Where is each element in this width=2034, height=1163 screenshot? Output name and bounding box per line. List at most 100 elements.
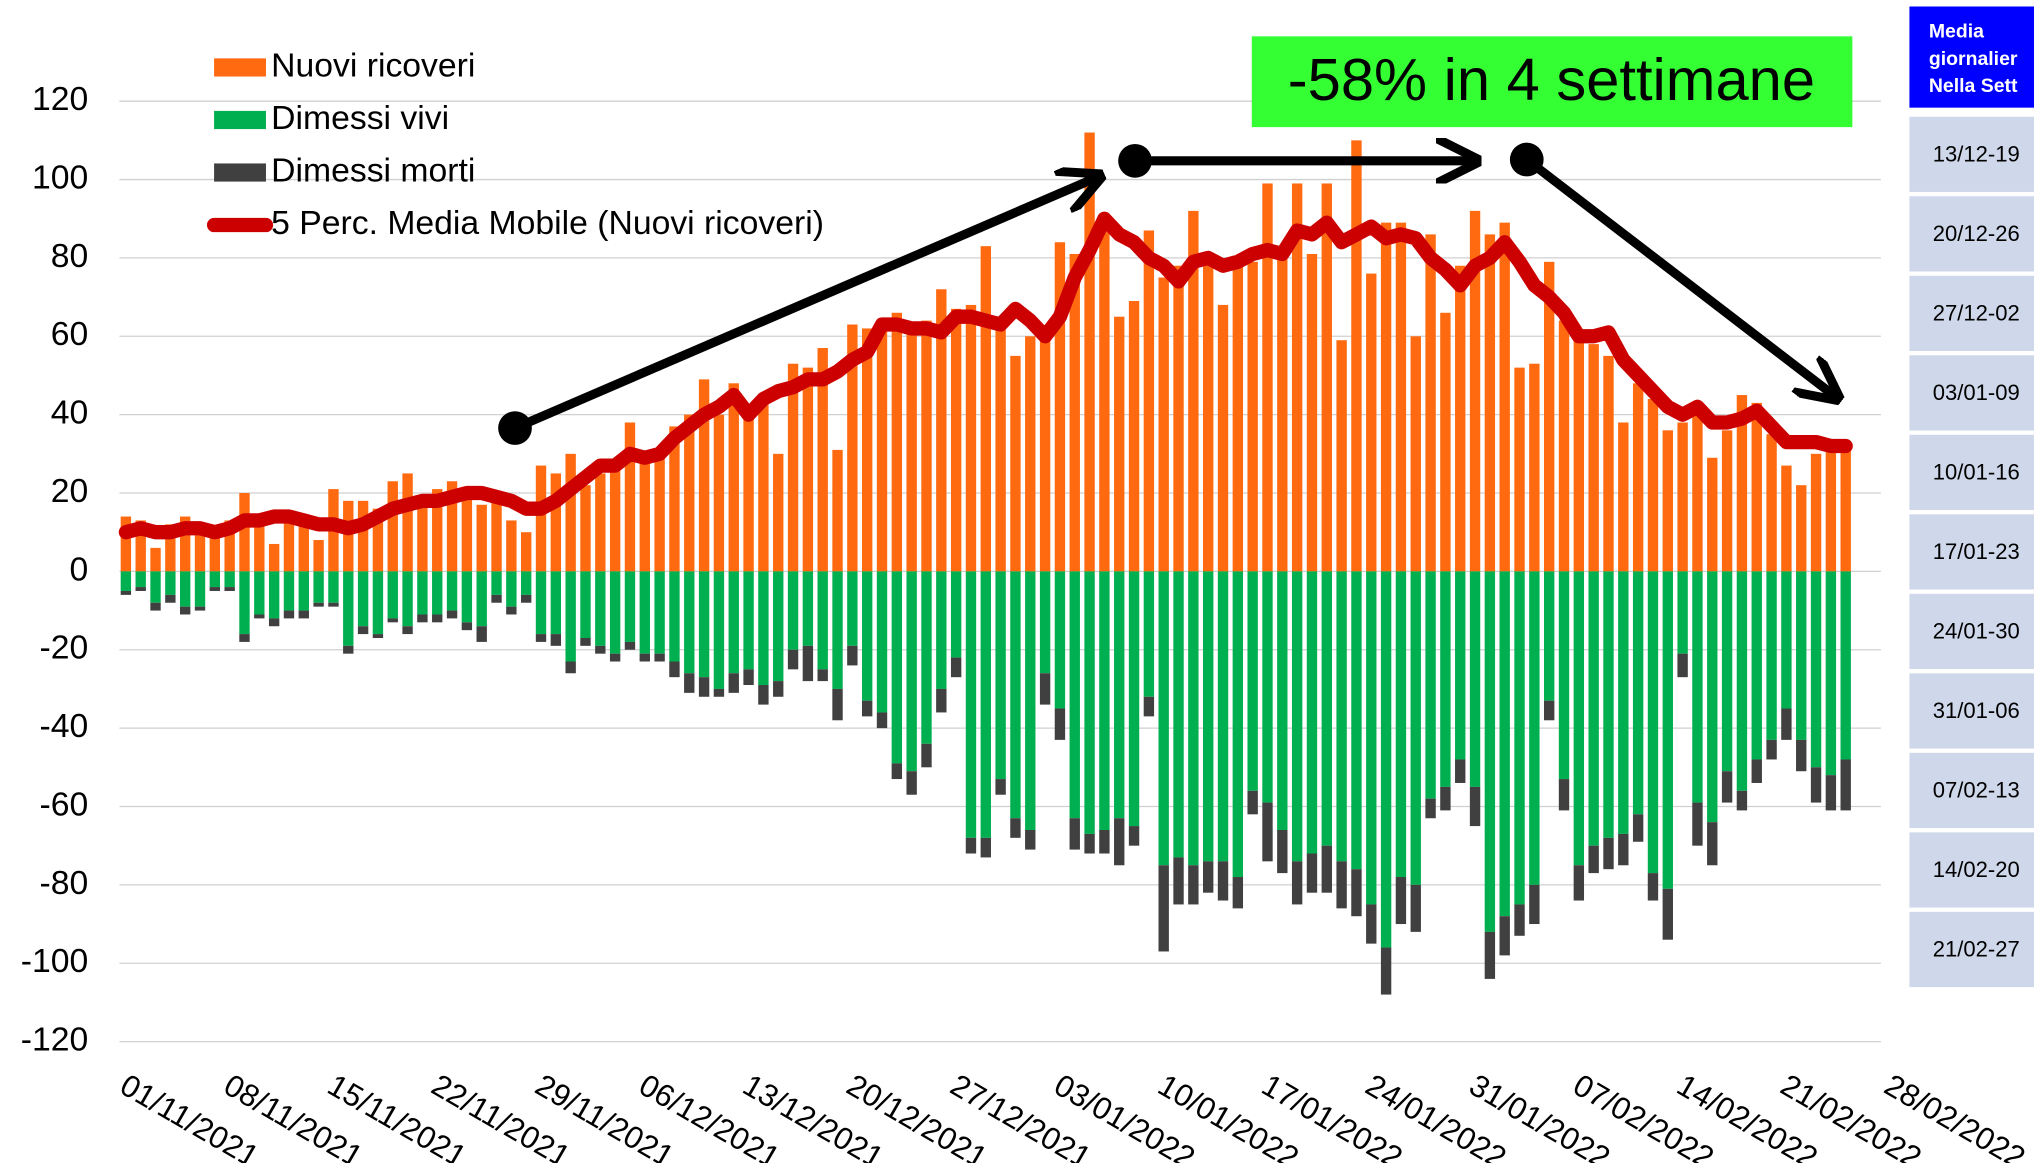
- y-tick-label: 20: [51, 472, 89, 510]
- bar: [787, 649, 799, 670]
- bar: [1766, 571, 1777, 740]
- bar: [535, 634, 547, 642]
- side-table: Media giornalier Nella Sett 13/12-19 20/12-2…: [1909, 6, 2034, 988]
- bar: [535, 465, 547, 572]
- bars: [120, 132, 1851, 995]
- bar: [135, 587, 146, 591]
- bar: [343, 500, 354, 572]
- bar: [1499, 222, 1510, 572]
- bar: [1766, 434, 1777, 572]
- bar: [624, 571, 636, 642]
- bar: [1025, 829, 1036, 850]
- bar: [268, 618, 280, 627]
- bar: [654, 571, 665, 654]
- bar: [1810, 453, 1822, 572]
- bar: [1455, 265, 1466, 572]
- y-tick-label: -20: [40, 629, 89, 667]
- bar: [1262, 183, 1273, 572]
- bar: [357, 571, 369, 627]
- bar: [936, 688, 947, 713]
- bar: [1721, 771, 1733, 803]
- bar: [1484, 234, 1496, 572]
- bar: [817, 669, 828, 682]
- bar: [491, 500, 502, 572]
- bar: [1395, 571, 1407, 878]
- bar: [580, 485, 591, 572]
- bar: [135, 520, 146, 572]
- bar: [1232, 877, 1244, 909]
- bar: [1321, 845, 1332, 893]
- bar: [595, 571, 606, 646]
- bar: [1084, 571, 1095, 834]
- bar: [343, 645, 354, 654]
- bar: [402, 473, 413, 572]
- bar: [1469, 786, 1481, 827]
- bar: [1825, 775, 1837, 811]
- bar: [1336, 571, 1347, 862]
- bar: [950, 308, 962, 572]
- bar: [861, 328, 873, 572]
- y-tick-label: -120: [21, 1020, 89, 1058]
- bar: [861, 571, 873, 701]
- bar: [1588, 344, 1599, 572]
- bar: [150, 571, 161, 603]
- bar: [580, 571, 591, 638]
- bar: [743, 406, 754, 572]
- bar: [1336, 861, 1347, 909]
- bar: [1306, 853, 1318, 893]
- bar: [876, 324, 888, 572]
- bar: [224, 587, 235, 591]
- bar: [1395, 877, 1407, 925]
- bar: [609, 461, 621, 572]
- bar: [1054, 242, 1066, 572]
- bar: [520, 532, 532, 572]
- bar: [165, 571, 176, 595]
- bar: [417, 500, 428, 572]
- bar: [1647, 571, 1659, 874]
- annotation-box: -58% in 4 settimane: [1251, 36, 1853, 128]
- bar: [343, 571, 354, 646]
- arrow: [1524, 155, 1834, 396]
- bar: [1766, 739, 1777, 760]
- bar: [120, 571, 132, 591]
- dot: [1118, 143, 1152, 178]
- y-tick-label: 80: [51, 237, 89, 275]
- bar: [861, 700, 873, 717]
- bar: [876, 712, 888, 729]
- bar: [580, 637, 591, 646]
- bar: [1455, 571, 1466, 760]
- table-cell-text: 14/02-20: [1933, 857, 2020, 882]
- bar: [1499, 916, 1510, 956]
- legend-swatch: [214, 58, 266, 77]
- bar: [313, 540, 324, 572]
- bar: [446, 481, 458, 572]
- bar: [1247, 261, 1258, 572]
- bar: [1692, 571, 1703, 803]
- table-header: giornalier: [1929, 48, 2018, 70]
- bar: [150, 602, 161, 611]
- bar: [950, 571, 962, 658]
- bar: [921, 571, 932, 744]
- y-tick-label: 100: [32, 158, 88, 196]
- bar: [1603, 355, 1614, 572]
- bar: [268, 543, 280, 572]
- bar: [387, 618, 398, 623]
- bar: [1351, 571, 1362, 870]
- table-cell-text: 13/12-19: [1933, 141, 2020, 166]
- bar: [1277, 829, 1288, 874]
- bar: [698, 677, 710, 697]
- table-cell: [1909, 752, 2034, 829]
- bar: [1810, 767, 1822, 803]
- bar: [1796, 739, 1807, 772]
- bar: [1010, 571, 1021, 819]
- bar: [980, 246, 991, 572]
- bar: [1751, 571, 1762, 760]
- bar: [1217, 304, 1229, 572]
- bar: [1306, 253, 1318, 572]
- table-cell: [1909, 434, 2034, 511]
- bar: [669, 571, 680, 662]
- bar: [1232, 265, 1244, 572]
- bar: [1410, 884, 1421, 932]
- bar: [506, 606, 517, 615]
